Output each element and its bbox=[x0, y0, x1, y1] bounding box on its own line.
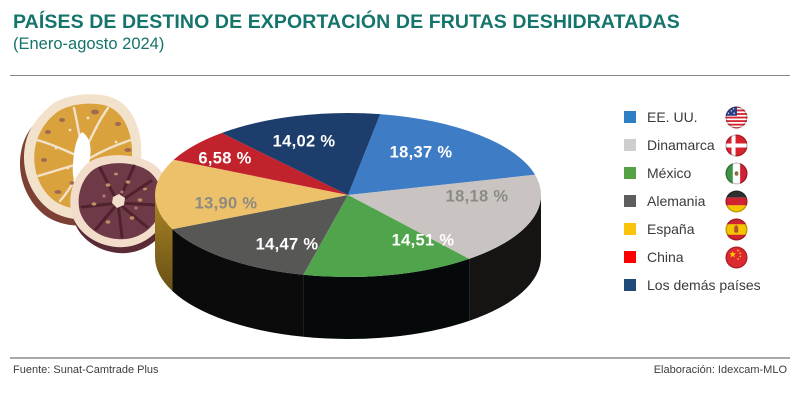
legend-item-mx: México bbox=[624, 159, 748, 187]
pie-slice-dinamarca bbox=[348, 174, 542, 259]
dried-fruit-slices-illustration bbox=[19, 94, 172, 254]
legend-swatch bbox=[624, 111, 636, 123]
header: PAÍSES DE DESTINO DE EXPORTACIÓN DE FRUT… bbox=[13, 11, 680, 54]
legend-item-de: Alemania bbox=[624, 187, 748, 215]
legend-label: Alemania bbox=[647, 193, 706, 209]
spain-flag-icon bbox=[725, 217, 748, 241]
legend-swatch bbox=[624, 223, 636, 235]
footer: Fuente: Sunat-Camtrade Plus Elaboración:… bbox=[13, 364, 787, 376]
header-divider bbox=[10, 75, 790, 76]
page-title: PAÍSES DE DESTINO DE EXPORTACIÓN DE FRUT… bbox=[13, 11, 680, 33]
pie-side-dinamarca bbox=[469, 195, 541, 321]
legend-item-es: España bbox=[624, 215, 748, 243]
pie-side-alemania bbox=[172, 229, 304, 337]
footer-divider bbox=[10, 357, 790, 359]
pie-slice-china bbox=[173, 132, 348, 195]
china-flag-icon bbox=[725, 245, 748, 269]
pie-label-eeuu: 18,37 % bbox=[390, 144, 453, 162]
legend-label: China bbox=[647, 249, 684, 265]
pie-label-dinamarca: 18,18 % bbox=[446, 188, 509, 206]
pie-slice-alemania bbox=[172, 195, 348, 275]
legend-swatch bbox=[624, 251, 636, 263]
legend-label: México bbox=[647, 165, 692, 181]
pie-side-espana bbox=[155, 195, 173, 292]
legend-label: Los demás países bbox=[647, 277, 761, 293]
legend-label: EE. UU. bbox=[647, 109, 698, 125]
germany-flag-icon bbox=[725, 189, 748, 213]
berry-dried-slice bbox=[70, 155, 172, 254]
legend-item-otros: Los demás países bbox=[624, 271, 761, 299]
source-note: Fuente: Sunat-Camtrade Plus bbox=[13, 364, 159, 376]
pie-label-mexico: 14,51 % bbox=[392, 232, 455, 250]
us-flag-icon bbox=[725, 105, 748, 129]
pie-slice-espana bbox=[155, 159, 348, 230]
legend-swatch bbox=[624, 279, 636, 291]
pie-side-mexico bbox=[303, 258, 470, 339]
denmark-flag-icon bbox=[725, 133, 748, 157]
legend-item-us: EE. UU. bbox=[624, 103, 748, 131]
pie-label-otros: 14,02 % bbox=[273, 133, 336, 151]
page-subtitle: (Enero-agosto 2024) bbox=[13, 35, 165, 54]
pie-label-espana: 13,90 % bbox=[195, 195, 258, 213]
legend-swatch bbox=[624, 139, 636, 151]
legend-item-dk: Dinamarca bbox=[624, 131, 748, 159]
pie-label-alemania: 14,47 % bbox=[256, 236, 319, 254]
mexico-flag-icon bbox=[725, 161, 748, 185]
pie-label-china: 6,58 % bbox=[198, 150, 251, 168]
legend-label: Dinamarca bbox=[647, 137, 715, 153]
legend-label: España bbox=[647, 221, 695, 237]
pie-slice-mexico bbox=[303, 195, 470, 277]
legend-swatch bbox=[624, 195, 636, 207]
pie-slice-otros bbox=[221, 113, 381, 195]
legend-swatch bbox=[624, 167, 636, 179]
legend-item-cn: China bbox=[624, 243, 748, 271]
legend: EE. UU. Dinamarca México Alemania España… bbox=[624, 103, 761, 299]
pie-slice-eeuu bbox=[348, 114, 536, 195]
credit-note: Elaboración: Idexcam-MLO bbox=[653, 364, 787, 376]
